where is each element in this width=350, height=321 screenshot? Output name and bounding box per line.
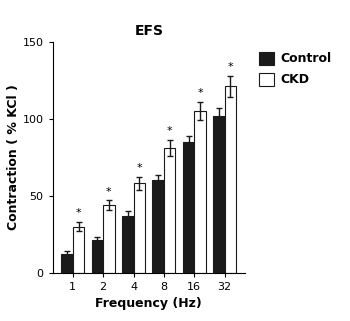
Legend: Control, CKD: Control, CKD — [255, 48, 335, 90]
Text: *: * — [228, 62, 233, 72]
X-axis label: Frequency (Hz): Frequency (Hz) — [95, 298, 202, 310]
Bar — [103, 205, 115, 273]
Bar — [122, 216, 134, 273]
Text: *: * — [76, 208, 82, 218]
Bar — [225, 86, 236, 273]
Bar — [194, 111, 206, 273]
Bar — [73, 227, 84, 273]
Bar — [61, 254, 73, 273]
Text: *: * — [136, 163, 142, 173]
Bar — [92, 240, 103, 273]
Bar — [183, 142, 194, 273]
Bar — [152, 180, 164, 273]
Text: *: * — [197, 88, 203, 98]
Text: *: * — [106, 187, 112, 196]
Y-axis label: Contraction ( % KCl ): Contraction ( % KCl ) — [7, 84, 20, 230]
Bar — [213, 116, 225, 273]
Bar — [134, 184, 145, 273]
Text: *: * — [167, 126, 173, 136]
Title: EFS: EFS — [134, 24, 163, 38]
Bar — [164, 148, 175, 273]
